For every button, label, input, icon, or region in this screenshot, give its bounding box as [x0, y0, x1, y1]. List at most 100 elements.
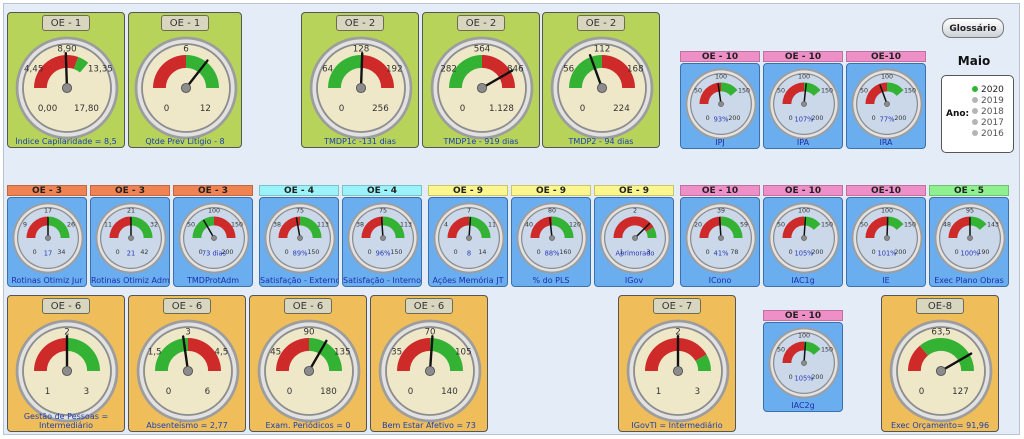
month-label: Maio — [957, 54, 991, 68]
svg-text:180: 180 — [320, 387, 337, 397]
svg-text:50: 50 — [860, 88, 868, 95]
svg-text:75: 75 — [296, 208, 304, 215]
svg-text:0: 0 — [339, 104, 345, 114]
svg-text:128: 128 — [353, 44, 370, 54]
gauge-card[interactable]: 0 20 39 59 78 41% ICono — [680, 197, 760, 287]
svg-text:42: 42 — [140, 249, 148, 256]
gauge-card[interactable]: 0 50 100 150 200 73 dias TMDProtAdm — [173, 197, 253, 287]
gauge-card[interactable]: 0 9 17 26 34 17 Rotinas Otimiz Jur — [7, 197, 87, 287]
gauge-card[interactable]: 0 50 100 150 200 105% IAC2g — [763, 322, 843, 412]
svg-text:0: 0 — [287, 387, 293, 397]
gauge-icon: 0 9 17 26 34 17 — [12, 202, 84, 274]
indicator-label: TMDP1e - 919 dias — [443, 137, 519, 146]
oe-badge: OE - 6 — [163, 298, 211, 314]
gauge-card[interactable]: OE - 7 1 2 3 IGovTI = Intermediário — [618, 295, 736, 432]
gauge-card[interactable]: 0 50 100 150 200 77% IRA — [846, 63, 926, 149]
svg-text:6: 6 — [205, 387, 211, 397]
gauge-card[interactable]: 0 50 100 150 200 93% IPJ — [680, 63, 760, 149]
indicator-label: Qtde Prev Litígio - 8 — [145, 137, 225, 146]
year-option[interactable]: 2020 — [972, 85, 1004, 95]
year-option[interactable]: 2019 — [972, 96, 1004, 106]
year-option[interactable]: 2017 — [972, 118, 1004, 128]
gauge-value: 89% — [293, 250, 308, 258]
gauge-card[interactable]: 1 2 3 Aprimorado IGov — [594, 197, 674, 287]
gauge-card[interactable]: OE - 1 0 6 12 Qtde Prev Litígio - 8 — [128, 12, 242, 148]
radio-icon — [972, 97, 978, 103]
oe-strip: OE - 10 — [680, 51, 760, 62]
svg-text:17,80: 17,80 — [74, 104, 99, 114]
indicator-label: IAC1g — [791, 276, 815, 285]
indicator-label: Ações Memória JT — [432, 276, 504, 285]
svg-text:100: 100 — [798, 333, 810, 340]
svg-text:9: 9 — [23, 222, 27, 229]
gauge-card[interactable]: OE - 2 0 282 564 846 1.128 TMDP1e - 919 dias — [422, 12, 540, 148]
gauge-value: 17 — [44, 250, 52, 258]
svg-text:45: 45 — [270, 348, 281, 358]
gauge-card[interactable]: 0 48 95 143 190 100% Exec Plano Obras — [929, 197, 1009, 287]
svg-text:0: 0 — [955, 249, 959, 256]
svg-text:1,5: 1,5 — [148, 348, 162, 358]
svg-text:3: 3 — [695, 387, 701, 397]
svg-text:0: 0 — [789, 374, 793, 381]
indicator-label: Rotinas Otimiz Adm — [91, 276, 169, 285]
svg-text:140: 140 — [441, 387, 458, 397]
svg-text:0: 0 — [706, 115, 710, 122]
svg-text:40: 40 — [525, 222, 533, 229]
gauge-value: 73 dias — [202, 250, 227, 258]
dashboard-board: OE - 1 0,00 4,45 8,90 13,35 17,80 Índice Cap… — [3, 3, 1020, 435]
glossary-button[interactable]: Glossário — [942, 18, 1004, 38]
year-option[interactable]: 2018 — [972, 107, 1004, 117]
gauge-value: 100% — [961, 250, 980, 258]
gauge-card[interactable]: OE - 6 1 2 3 Gestão de Pessoas = Intermedi… — [7, 295, 125, 432]
svg-text:6: 6 — [183, 44, 189, 54]
gauge-card[interactable]: 0 50 100 150 200 101% IE — [846, 197, 926, 287]
svg-text:150: 150 — [390, 249, 402, 256]
svg-text:0: 0 — [164, 104, 170, 114]
oe-strip: OE - 4 — [259, 185, 339, 196]
oe-badge: OE - 2 — [577, 15, 625, 31]
gauge-card[interactable]: 0 38 75 113 150 89% Satisfação - Externo — [259, 197, 339, 287]
gauge-card[interactable]: 0 50 100 150 200 105% IAC1g — [763, 197, 843, 287]
oe-strip: OE - 10 — [763, 310, 843, 321]
gauge-card[interactable]: 0 50 100 150 200 107% IPA — [763, 63, 843, 149]
gauge-card[interactable]: 0 4 7 11 14 8 Ações Memória JT — [428, 197, 508, 287]
gauge-card[interactable]: OE - 6 0 45 90 135 180 Exam. Periódicos = 0 — [249, 295, 367, 432]
gauge-icon: 0 56 112 168 224 — [550, 36, 654, 140]
svg-text:48: 48 — [943, 222, 951, 229]
svg-text:127: 127 — [952, 387, 969, 397]
indicator-label: IRA — [879, 138, 893, 147]
svg-text:59: 59 — [740, 222, 748, 229]
indicator-label: TMDP1c -131 dias — [324, 137, 396, 146]
year-option[interactable]: 2016 — [972, 129, 1004, 139]
gauge-card[interactable]: 0 40 80 120 160 88% % do PLS — [511, 197, 591, 287]
gauge-card[interactable]: OE - 2 0 64 128 192 256 TMDP1c -131 dias — [301, 12, 419, 148]
oe-strip: OE - 10 — [763, 185, 843, 196]
gauge-value: 105% — [795, 375, 814, 383]
radio-icon — [972, 130, 978, 136]
oe-badge: OE - 2 — [336, 15, 384, 31]
svg-text:20: 20 — [694, 222, 702, 229]
gauge-card[interactable]: OE-8 0 63,5 127 Exec Orçamento= 91,96 — [881, 295, 999, 432]
svg-text:21: 21 — [127, 208, 135, 215]
gauge-value: 101% — [878, 250, 897, 258]
gauge-card[interactable]: 0 38 75 113 150 96% Satisfação - Interno — [342, 197, 422, 287]
svg-text:3: 3 — [185, 327, 191, 337]
svg-text:200: 200 — [811, 115, 823, 122]
oe-badge: OE - 6 — [284, 298, 332, 314]
gauge-card[interactable]: OE - 6 0 1,5 3 4,5 6 Absenteísmo = 2,77 — [128, 295, 246, 432]
svg-text:56: 56 — [563, 65, 574, 75]
gauge-card[interactable]: OE - 6 0 35 70 105 140 Bem Estar Afetivo = 7… — [370, 295, 488, 432]
gauge-card[interactable]: OE - 1 0,00 4,45 8,90 13,35 17,80 Índice Cap… — [7, 12, 125, 148]
svg-text:564: 564 — [474, 44, 491, 54]
gauge-icon: 0 282 564 846 1.128 — [430, 36, 534, 140]
svg-text:846: 846 — [507, 65, 524, 75]
gauge-card[interactable]: OE - 2 0 56 112 168 224 TMDP2 - 94 dias — [542, 12, 660, 148]
gauge-icon: 0 6 12 — [134, 36, 238, 140]
oe-strip: OE - 10 — [763, 51, 843, 62]
gauge-card[interactable]: 0 11 21 32 42 21 Rotinas Otimiz Adm — [90, 197, 170, 287]
indicator-label: Bem Estar Afetivo = 73 — [382, 421, 476, 430]
svg-text:78: 78 — [730, 249, 738, 256]
